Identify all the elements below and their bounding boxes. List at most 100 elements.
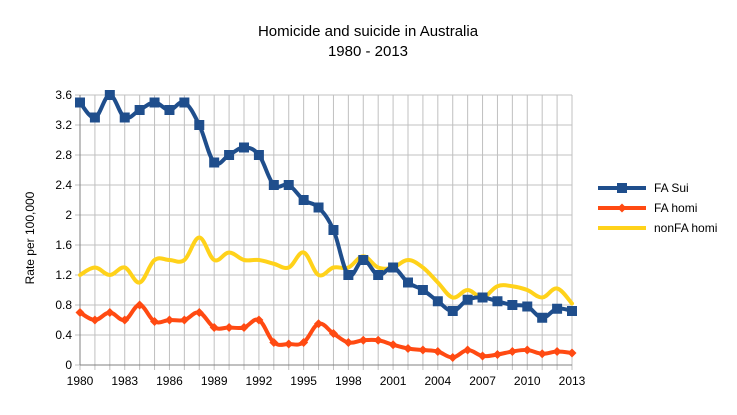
data-point-fa-homi — [403, 344, 413, 353]
legend-item-fa-homi: FA homi — [598, 201, 697, 215]
x-tick-label: 1980 — [67, 374, 94, 388]
y-axis-ticks: 0 0.4 0.8 1.2 1.6 2 2.4 2.8 3.2 3.6 — [55, 88, 72, 372]
y-tick-label: 3.6 — [55, 88, 72, 102]
data-point-fa-homi — [150, 317, 160, 326]
data-point-fa-homi — [164, 315, 174, 325]
data-point-fa-sui — [239, 142, 249, 153]
data-point-fa-sui — [522, 301, 533, 312]
data-point-fa-sui — [462, 294, 473, 305]
x-tick-label: 2007 — [469, 374, 496, 388]
data-point-fa-homi — [284, 339, 294, 349]
data-point-fa-sui — [164, 105, 175, 115]
x-tick-label: 1986 — [156, 374, 183, 388]
legend-item-fa-sui: FA Sui — [598, 181, 689, 195]
legend: FA Sui FA homi nonFA homi — [598, 181, 717, 235]
data-point-fa-homi — [388, 340, 398, 350]
data-point-fa-sui — [552, 303, 563, 314]
data-point-fa-homi — [299, 338, 309, 347]
data-point-fa-homi — [328, 329, 338, 338]
y-tick-label: 3.2 — [55, 118, 72, 132]
data-point-fa-sui — [417, 285, 428, 295]
x-tick-label: 2001 — [380, 374, 407, 388]
data-point-fa-homi — [373, 335, 383, 345]
data-point-fa-homi — [448, 353, 458, 362]
x-tick-label: 2004 — [424, 374, 451, 388]
data-point-fa-sui — [447, 306, 458, 316]
data-point-fa-homi — [209, 323, 219, 332]
data-point-fa-homi — [358, 335, 368, 345]
data-point-fa-sui — [224, 150, 235, 160]
data-point-fa-sui — [194, 120, 205, 130]
data-point-fa-sui — [507, 300, 518, 310]
y-tick-label: 2 — [65, 208, 72, 222]
data-point-fa-homi — [343, 338, 353, 347]
legend-item-nonfa-homi: nonFA homi — [598, 221, 717, 235]
data-point-fa-homi — [194, 308, 204, 317]
y-tick-label: 2.8 — [55, 148, 72, 162]
data-point-fa-sui — [403, 277, 413, 288]
data-point-fa-homi — [239, 323, 249, 332]
data-point-fa-sui — [75, 97, 85, 108]
chart-title: Homicide and suicide in Australia — [258, 23, 479, 40]
data-point-fa-homi — [418, 345, 428, 355]
y-tick-label: 0.8 — [55, 298, 72, 312]
data-point-fa-sui — [492, 296, 503, 307]
data-point-fa-sui — [328, 225, 339, 235]
data-point-fa-homi — [269, 338, 279, 347]
data-point-fa-homi — [254, 315, 264, 325]
legend-label-fa-sui: FA Sui — [654, 181, 689, 195]
data-point-fa-sui — [313, 202, 324, 213]
data-point-fa-homi — [90, 315, 100, 325]
data-point-fa-homi — [507, 347, 517, 356]
data-point-fa-homi — [135, 300, 145, 310]
x-tick-label: 2010 — [514, 374, 541, 388]
data-point-fa-sui — [119, 112, 130, 123]
data-point-fa-homi — [314, 319, 324, 329]
data-point-fa-homi — [224, 323, 234, 332]
data-point-fa-sui — [209, 157, 220, 168]
chart-subtitle: 1980 - 2013 — [328, 43, 408, 60]
data-point-fa-sui — [373, 270, 384, 280]
data-point-fa-homi — [567, 348, 577, 358]
data-point-fa-homi — [433, 347, 443, 356]
legend-label-fa-homi: FA homi — [654, 201, 697, 215]
x-axis-ticks: 1980 1983 1986 1989 1992 1995 1998 2001 2004 2007… — [67, 374, 586, 388]
data-point-fa-sui — [268, 180, 279, 190]
data-point-fa-sui — [89, 112, 100, 123]
data-point-fa-sui — [179, 97, 190, 108]
data-point-fa-sui — [104, 90, 115, 100]
data-point-fa-sui — [432, 296, 443, 307]
data-point-fa-homi — [179, 315, 189, 325]
data-point-fa-sui — [298, 195, 309, 205]
series-line-nonfa-homi — [78, 235, 574, 306]
x-tick-label: 1995 — [290, 374, 317, 388]
data-point-fa-homi — [492, 350, 502, 359]
data-point-fa-homi — [478, 351, 488, 361]
x-tick-label: 1989 — [201, 374, 228, 388]
data-point-fa-homi — [120, 315, 130, 325]
legend-marker-fa-homi — [617, 203, 627, 213]
data-point-fa-sui — [358, 255, 369, 265]
x-tick-label: 1998 — [335, 374, 362, 388]
series-line-fa-sui — [78, 93, 574, 320]
y-tick-label: 1.6 — [55, 238, 72, 252]
data-point-fa-homi — [75, 308, 85, 317]
x-tick-label: 1992 — [246, 374, 273, 388]
data-point-fa-sui — [567, 306, 577, 316]
data-point-fa-homi — [463, 345, 473, 355]
data-point-fa-sui — [388, 262, 399, 273]
data-point-fa-homi — [105, 308, 115, 317]
series-line-fa-homi — [78, 303, 574, 360]
data-point-fa-homi — [522, 345, 532, 355]
y-tick-label: 0 — [65, 358, 72, 372]
x-tick-label: 2013 — [559, 374, 586, 388]
series-lines — [75, 90, 577, 362]
data-point-fa-sui — [283, 180, 294, 190]
data-point-fa-sui — [253, 150, 264, 160]
data-point-fa-sui — [343, 270, 354, 280]
axes — [79, 95, 572, 366]
data-point-fa-sui — [537, 312, 548, 323]
legend-label-nonfa-homi: nonFA homi — [654, 221, 717, 235]
x-tick-label: 1983 — [111, 374, 138, 388]
